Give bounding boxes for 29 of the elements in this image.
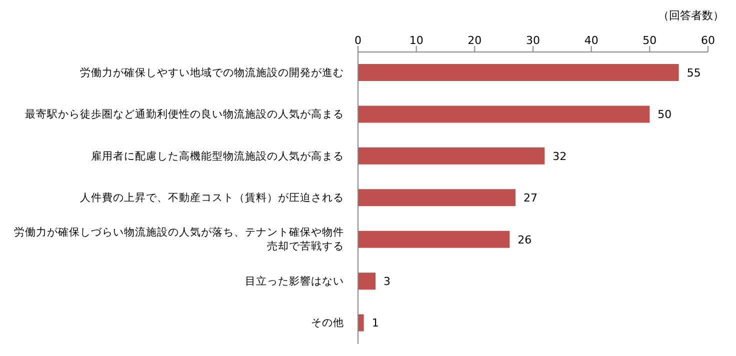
y-tick-label: 労働力が確保しづらい物流施設の人気が落ち、テナント確保や物件売却で苦戦する xyxy=(14,226,344,253)
data-label: 50 xyxy=(658,108,672,122)
bar xyxy=(358,272,376,290)
data-label: 27 xyxy=(524,192,538,205)
bar xyxy=(358,147,545,164)
bar xyxy=(358,189,516,206)
y-tick-label: 最寄駅から徒歩圏など通勤利便性の良い物流施設の人気が高まる xyxy=(25,107,344,120)
y-tick-label: 労働力が確保しやすい地域での物流施設の開発が進む xyxy=(80,66,344,79)
data-label: 1 xyxy=(372,316,379,330)
x-tick-label: 40 xyxy=(584,34,598,47)
y-tick-label: 人件費の上昇で、不動産コスト（賃料）が圧迫される xyxy=(80,190,344,204)
x-tick-label: 30 xyxy=(526,34,540,47)
bar xyxy=(358,106,650,123)
bar xyxy=(358,230,510,248)
x-tick-label: 50 xyxy=(642,34,657,47)
y-tick-label: その他 xyxy=(311,317,344,330)
x-tick-label: 60 xyxy=(701,34,715,47)
y-tick-label: 目立った影響はない xyxy=(245,274,344,288)
x-tick-label: 0 xyxy=(354,34,362,47)
data-label: 32 xyxy=(552,150,567,163)
data-label: 26 xyxy=(518,233,532,246)
bar xyxy=(358,314,364,332)
x-axis-title: （回答者数） xyxy=(658,8,724,23)
x-tick-label: 10 xyxy=(409,34,424,47)
y-tick-label: 雇用者に配慮した高機能型物流施設の人気が高まる xyxy=(91,149,344,162)
data-label: 55 xyxy=(686,66,701,80)
bar xyxy=(358,64,679,81)
x-tick-label: 20 xyxy=(468,34,482,47)
data-label: 3 xyxy=(384,274,390,288)
